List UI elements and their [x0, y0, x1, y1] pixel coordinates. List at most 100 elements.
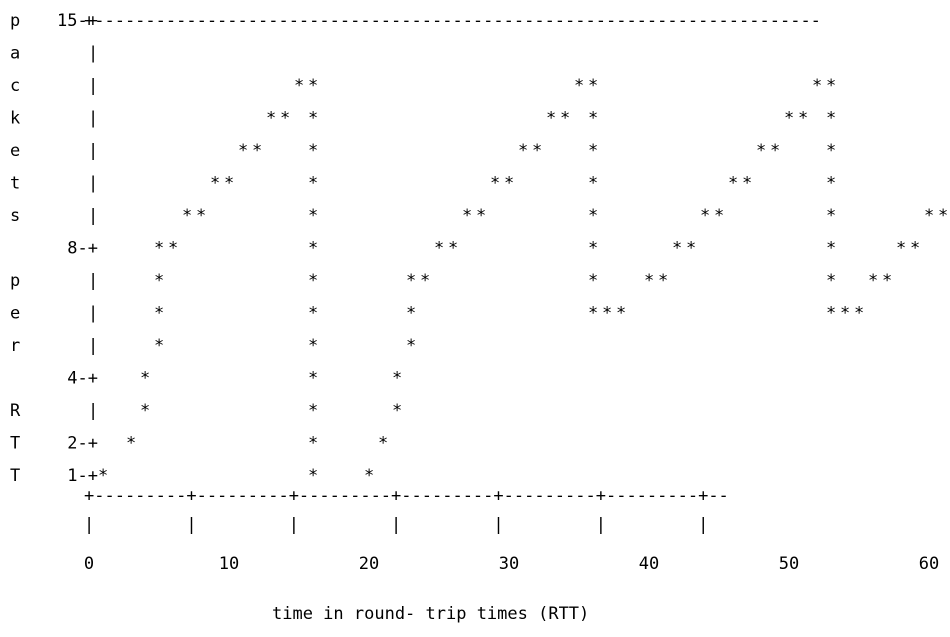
data-point: * — [280, 109, 290, 129]
data-point: * — [378, 434, 388, 454]
y-axis-bar: | — [88, 174, 98, 194]
data-point: * — [490, 174, 500, 194]
x-tick-label: 10 — [219, 554, 239, 574]
data-point: * — [910, 239, 920, 259]
data-point: * — [308, 401, 318, 421]
y-label-char: T — [10, 434, 20, 454]
data-point: * — [882, 271, 892, 291]
data-point: * — [756, 141, 766, 161]
y-axis-bar: | — [88, 109, 98, 129]
data-point: * — [154, 239, 164, 259]
x-axis-tick-labels: 0 10 20 30 40 50 60 — [84, 554, 939, 574]
data-point: * — [434, 239, 444, 259]
data-point: * — [798, 109, 808, 129]
data-point: * — [266, 109, 276, 129]
data-point: * — [406, 336, 416, 356]
data-point: * — [420, 271, 430, 291]
data-point: * — [504, 174, 514, 194]
data-point: * — [308, 369, 318, 389]
data-point: * — [826, 304, 836, 324]
y-axis-bar: | — [88, 76, 98, 96]
data-point: * — [196, 206, 206, 226]
data-point: * — [448, 239, 458, 259]
data-point: * — [924, 206, 934, 226]
y-label-char: r — [10, 336, 20, 356]
y-axis-bar: | — [88, 141, 98, 161]
data-point: * — [938, 206, 948, 226]
data-point: * — [392, 369, 402, 389]
y-axis-bar: | — [88, 206, 98, 226]
y-tick-label: 4-+ — [67, 369, 98, 389]
y-axis-bar: | — [88, 336, 98, 356]
y-label-char: t — [10, 174, 20, 194]
data-point: * — [588, 76, 598, 96]
data-point: * — [294, 76, 304, 96]
data-point: * — [406, 304, 416, 324]
y-label-char: c — [10, 76, 20, 96]
data-point: * — [98, 466, 108, 486]
x-axis-title: time in round- trip times (RTT) — [272, 604, 589, 624]
data-point: * — [602, 304, 612, 324]
data-point: * — [826, 239, 836, 259]
data-point: * — [770, 141, 780, 161]
data-point: * — [826, 271, 836, 291]
data-point: * — [714, 206, 724, 226]
data-point: * — [588, 174, 598, 194]
data-point: * — [644, 271, 654, 291]
data-point: * — [826, 206, 836, 226]
data-point: * — [308, 174, 318, 194]
data-point: * — [826, 141, 836, 161]
y-label-char: s — [10, 206, 20, 226]
data-point: * — [308, 304, 318, 324]
data-point: * — [154, 304, 164, 324]
data-point: * — [140, 369, 150, 389]
data-point: * — [308, 141, 318, 161]
x-axis: +---------+---------+---------+---------… — [84, 486, 729, 535]
data-rows: * * * * * ** * * * * * * * ** * * * * * * * ** * * * * * * * ** * * * * * *… — [98, 76, 948, 486]
y-label-char: k — [10, 109, 20, 129]
data-point: * — [672, 239, 682, 259]
data-point: * — [588, 271, 598, 291]
data-point: * — [140, 401, 150, 421]
data-point: * — [588, 206, 598, 226]
y-label-char: e — [10, 141, 20, 161]
data-point: * — [868, 271, 878, 291]
data-point: * — [728, 174, 738, 194]
x-tick-label: 40 — [639, 554, 659, 574]
y-label-char: e — [10, 304, 20, 324]
data-point: * — [574, 76, 584, 96]
y-axis-ticks: | | | | | | 8-+ | | | 4-+ | 2-+ 1-+ 15-+ — [57, 11, 98, 486]
x-tick-label: 60 — [919, 554, 939, 574]
data-point: * — [308, 206, 318, 226]
data-point: * — [308, 434, 318, 454]
y-tick-label: 2-+ — [67, 434, 98, 454]
data-point: * — [406, 271, 416, 291]
y-tick-label: 15-+ — [57, 11, 98, 31]
data-point: * — [476, 206, 486, 226]
data-point: * — [588, 239, 598, 259]
data-point: * — [252, 141, 262, 161]
bottom-axis-line: +---------+---------+---------+---------… — [84, 486, 729, 506]
y-axis-bar: | — [88, 304, 98, 324]
data-point: * — [616, 304, 626, 324]
y-label-char: p — [10, 271, 20, 291]
data-point: * — [154, 271, 164, 291]
top-axis-line: +---------------------------------------… — [84, 11, 821, 31]
y-tick-label: 8-+ — [67, 239, 98, 259]
data-point: * — [308, 336, 318, 356]
data-point: * — [840, 304, 850, 324]
y-axis-bar: | — [88, 271, 98, 291]
data-point: * — [826, 109, 836, 129]
data-point: * — [308, 239, 318, 259]
plot-area: +---------------------------------------… — [84, 11, 821, 31]
bottom-tick-marks: | | | | | | | — [84, 515, 708, 535]
data-point: * — [224, 174, 234, 194]
x-tick-label: 50 — [779, 554, 799, 574]
data-point: * — [462, 206, 472, 226]
x-tick-label: 0 — [84, 554, 94, 574]
data-point: * — [812, 76, 822, 96]
x-tick-label: 20 — [359, 554, 379, 574]
data-point: * — [126, 434, 136, 454]
